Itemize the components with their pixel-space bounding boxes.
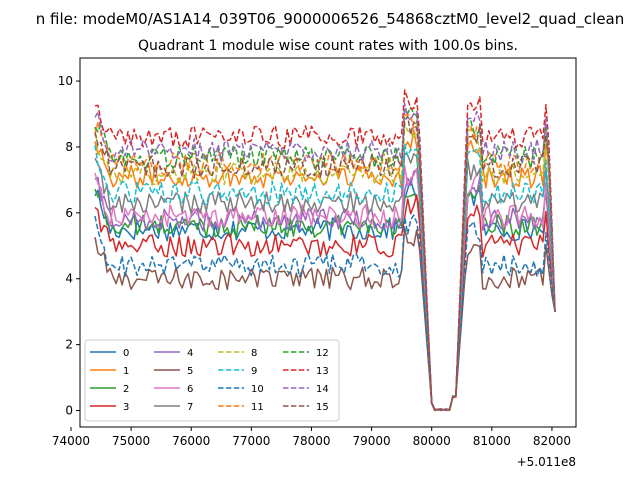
series-lines <box>94 89 556 412</box>
x-tick-label: 75000 <box>112 434 150 448</box>
series-line-4 <box>94 168 556 412</box>
legend-label-8: 8 <box>251 348 257 359</box>
legend-label-9: 9 <box>251 366 257 377</box>
legend-label-14: 14 <box>316 384 329 395</box>
legend-label-2: 2 <box>123 384 129 395</box>
x-tick-label: 80000 <box>413 434 451 448</box>
legend-label-6: 6 <box>187 384 193 395</box>
axes-frame <box>79 57 577 428</box>
y-tick-label: 4 <box>65 272 73 286</box>
y-tick-label: 6 <box>65 206 73 220</box>
legend-label-1: 1 <box>123 366 129 377</box>
legend-label-11: 11 <box>251 402 264 413</box>
legend-label-0: 0 <box>123 348 129 359</box>
x-axis-offset-label: +5.011e8 <box>517 455 576 469</box>
legend-label-13: 13 <box>316 366 329 377</box>
series-line-15 <box>94 115 556 411</box>
x-tick-label: 82000 <box>533 434 571 448</box>
legend-box <box>84 339 340 422</box>
series-line-9 <box>94 143 556 412</box>
x-axis: 74000 75000 76000 77000 78000 79000 80000 81000… <box>52 427 571 448</box>
series-line-3 <box>94 194 556 411</box>
legend-label-12: 12 <box>316 348 329 359</box>
x-tick-label: 78000 <box>292 434 330 448</box>
legend-label-15: 15 <box>316 402 329 413</box>
y-tick-label: 0 <box>65 404 73 418</box>
series-line-2 <box>94 184 556 412</box>
x-tick-label: 77000 <box>232 434 270 448</box>
y-tick-label: 2 <box>65 338 73 352</box>
y-tick-label: 8 <box>65 140 73 154</box>
chart-title: Quadrant 1 module wise count rates with … <box>138 38 518 54</box>
legend-label-10: 10 <box>251 384 264 395</box>
x-tick-label: 74000 <box>52 434 90 448</box>
x-tick-label: 79000 <box>352 434 390 448</box>
x-tick-label: 81000 <box>473 434 511 448</box>
plot-area: 74000 75000 76000 77000 78000 79000 80000 81000… <box>52 57 577 448</box>
series-line-7 <box>94 152 556 412</box>
y-tick-label: 10 <box>58 74 73 88</box>
series-line-14 <box>94 102 556 412</box>
x-tick-label: 76000 <box>172 434 210 448</box>
y-axis: 0 2 4 6 8 10 <box>58 74 80 418</box>
series-line-13 <box>94 89 556 412</box>
series-line-5 <box>94 227 556 412</box>
figure-suptitle: n file: modeM0/AS1A14_039T06_9000006526_… <box>36 10 625 29</box>
legend-label-4: 4 <box>187 348 193 359</box>
legend-label-7: 7 <box>187 402 193 413</box>
series-line-10 <box>94 214 556 412</box>
legend-label-5: 5 <box>187 366 193 377</box>
legend-label-3: 3 <box>123 402 129 413</box>
